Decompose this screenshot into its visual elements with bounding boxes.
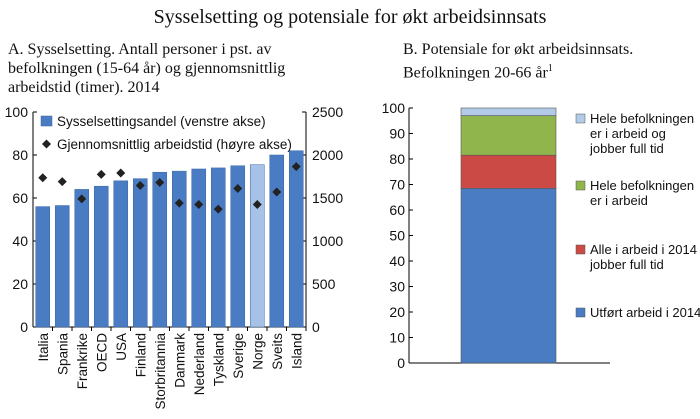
legend-bar-label: Sysselsettingsandel (venstre akse) bbox=[57, 114, 266, 129]
panel-b-tick-label: 60 bbox=[389, 202, 405, 218]
panel-a-right-tick-label: 1000 bbox=[312, 233, 343, 249]
panel-a-category-label: Storbritannia bbox=[153, 333, 168, 410]
panel-b-legend-swatch bbox=[575, 307, 586, 318]
panel-a-category-label: Sveits bbox=[270, 333, 285, 370]
panel-a-diamond-point bbox=[233, 184, 243, 194]
panel-a-bar bbox=[74, 189, 90, 328]
panel-b-legend-label: jobber full tid bbox=[589, 257, 664, 272]
panel-b-stack-segment bbox=[460, 115, 557, 156]
panel-a-left-tick-label: 0 bbox=[20, 319, 28, 335]
panel-b-subtitle: B. Potensiale for økt arbeidsinnsats. Be… bbox=[403, 40, 693, 82]
panel-a-category-label: Island bbox=[289, 333, 304, 369]
panel-a-bar bbox=[210, 167, 226, 328]
panel-b-tick-label: 40 bbox=[389, 253, 405, 269]
panel-a-diamond-point bbox=[291, 162, 301, 172]
panel-b-legend-label: jobber full tid bbox=[589, 141, 664, 156]
panel-b-tick-label: 100 bbox=[382, 100, 406, 116]
panel-b-tick-label: 20 bbox=[389, 304, 405, 320]
panel-a-diamond-point bbox=[96, 169, 106, 179]
panel-b-legend-swatch bbox=[575, 180, 586, 191]
panel-b-stack-segment bbox=[460, 107, 557, 116]
panel-a-diamond-point bbox=[155, 178, 165, 188]
panel-a-bar bbox=[152, 171, 168, 328]
panel-a-bar bbox=[191, 168, 207, 328]
panel-a-bar bbox=[249, 164, 265, 328]
panel-b-stack-segment bbox=[460, 154, 557, 189]
panel-b-tick-label: 50 bbox=[389, 228, 405, 244]
panel-a-diamond-point bbox=[38, 173, 48, 183]
panel-a-bar bbox=[132, 178, 148, 328]
panel-a-category-label: OECD bbox=[94, 333, 109, 372]
panel-a-diamond-point bbox=[213, 204, 223, 214]
panel-a-category-label: USA bbox=[114, 333, 129, 361]
panel-a-bar bbox=[113, 180, 129, 328]
panel-a-bar bbox=[93, 185, 109, 328]
panel-a-category-label: Norge bbox=[250, 333, 265, 370]
panel-a-diamond-point bbox=[77, 194, 87, 204]
panel-a-diamond-point bbox=[174, 198, 184, 208]
panel-b-tick-label: 90 bbox=[389, 126, 405, 142]
page-title: Sysselsetting og potensiale for økt arbe… bbox=[153, 6, 547, 28]
panel-a-bar bbox=[230, 165, 246, 328]
panel-a-category-label: Danmark bbox=[172, 333, 187, 388]
panel-a-right-tick-label: 1500 bbox=[312, 190, 343, 206]
panel-b-legend-label: er i arbeid og bbox=[590, 126, 666, 141]
panel-a-right-tick-label: 500 bbox=[312, 276, 336, 292]
panel-b-legend-label: Alle i arbeid i 2014 bbox=[590, 242, 697, 257]
panel-a-right-tick-label: 2500 bbox=[312, 104, 343, 120]
panel-a-left-tick-label: 100 bbox=[5, 104, 29, 120]
panel-b-legend-label: Hele befolkningen bbox=[590, 111, 694, 126]
panel-a-subtitle: A. Sysselsetting. Antall personer i pst.… bbox=[8, 41, 286, 96]
panel-a-diamond-point bbox=[252, 199, 262, 209]
panel-a-category-label: Tyskland bbox=[211, 333, 226, 386]
panel-a-right-tick-label: 2000 bbox=[312, 147, 343, 163]
panel-a-right-tick-label: 0 bbox=[312, 319, 320, 335]
panel-a-left-tick-label: 80 bbox=[12, 147, 28, 163]
panel-a-bar bbox=[171, 170, 187, 328]
panel-a-bar bbox=[54, 205, 70, 328]
panel-b-stack-segment bbox=[460, 188, 557, 364]
panel-a-diamond-point bbox=[272, 187, 282, 197]
panel-b-legend-label: er i arbeid bbox=[590, 193, 648, 208]
panel-a-bar bbox=[35, 206, 51, 328]
panel-a-category-label: Nederland bbox=[192, 333, 207, 395]
panel-b-subtitle-text: B. Potensiale for økt arbeidsinnsats. Be… bbox=[403, 41, 634, 82]
panel-b-legend-label: Hele befolkningen bbox=[590, 178, 694, 193]
panel-b-footnote-mark: 1 bbox=[547, 63, 553, 74]
legend-diamond-swatch bbox=[42, 139, 51, 149]
panel-a-bar bbox=[269, 154, 285, 328]
panel-b-tick-label: 30 bbox=[389, 279, 405, 295]
panel-b-tick-label: 80 bbox=[389, 151, 405, 167]
panel-a-left-tick-label: 40 bbox=[12, 233, 28, 249]
panel-a-diamond-point bbox=[116, 168, 126, 178]
panel-b-legend-swatch bbox=[575, 244, 586, 255]
panel-a-category-label: Frankrike bbox=[75, 333, 90, 389]
panel-a-left-tick-label: 20 bbox=[12, 276, 28, 292]
panel-a-left-tick-label: 60 bbox=[12, 190, 28, 206]
legend-bar-swatch bbox=[40, 115, 53, 127]
legend-diamond-label: Gjennomsnittlig arbeidstid (høyre akse) bbox=[57, 137, 292, 152]
panel-a-bar bbox=[288, 150, 304, 328]
panel-a-category-label: Spania bbox=[55, 333, 70, 376]
panel-a-category-label: Italia bbox=[36, 333, 51, 362]
panel-b-tick-label: 10 bbox=[389, 330, 405, 346]
panel-a-category-label: Finland bbox=[133, 333, 148, 377]
panel-a-diamond-point bbox=[135, 181, 145, 191]
panel-b-legend-label: Utført arbeid i 2014 bbox=[590, 305, 700, 320]
panel-a-diamond-point bbox=[57, 177, 67, 187]
panel-b-tick-label: 0 bbox=[397, 355, 405, 371]
panel-a-category-label: Sverige bbox=[231, 333, 246, 379]
panel-b-tick-label: 70 bbox=[389, 177, 405, 193]
panel-b-legend-swatch bbox=[575, 113, 586, 124]
panel-a-diamond-point bbox=[194, 199, 204, 209]
panel-a-legend: Sysselsettingsandel (venstre akse) Gjenno… bbox=[40, 114, 292, 152]
